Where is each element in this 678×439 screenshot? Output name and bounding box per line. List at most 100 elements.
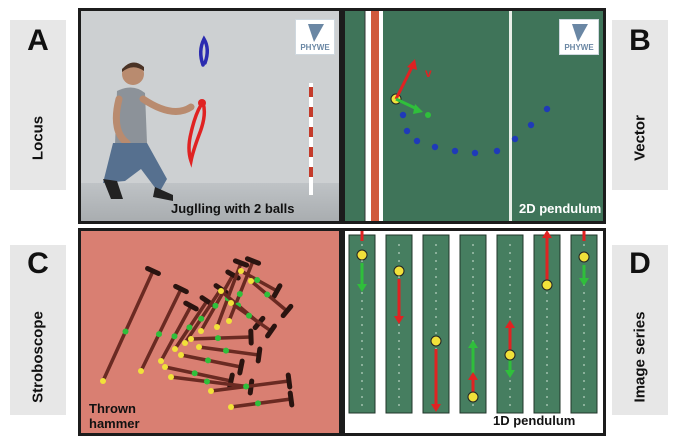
caption-hammer: hammer <box>89 416 140 431</box>
hammer-center-marker <box>122 328 129 335</box>
pendulum-ball <box>430 335 442 347</box>
phywe-logo-a: PHYWE <box>295 19 335 55</box>
panel-label-stroboscope: Stroboscope <box>29 311 47 403</box>
acceleration-arrow-head <box>579 278 589 286</box>
panel-stroboscope: Thrown hammer <box>78 228 342 436</box>
hammer-handle <box>159 304 193 363</box>
phywe-logo-text-b: PHYWE <box>564 43 594 52</box>
hammer-handle <box>183 287 223 345</box>
pendulum-ball <box>356 249 368 261</box>
image-series-illustration <box>348 231 598 414</box>
trajectory-dot <box>403 127 411 135</box>
hammer-handle <box>101 269 155 383</box>
side-tab-b: B Vector <box>612 20 668 190</box>
hammer-handle <box>163 365 233 383</box>
hammer-end-marker <box>208 388 214 394</box>
hammer-end-marker <box>228 300 234 306</box>
red-locus-trace <box>187 101 207 168</box>
hammer-end-marker <box>100 378 106 384</box>
trajectory-dot <box>399 111 407 119</box>
hammer-handle <box>215 261 243 329</box>
pendulum-ball <box>578 251 590 263</box>
hammer-handle <box>169 375 253 389</box>
hammer-center-marker <box>243 383 250 390</box>
hammer-center-marker <box>204 378 210 385</box>
hammer-handle <box>139 287 183 373</box>
acceleration-marker <box>425 112 431 118</box>
panel-locus: PHYWE Juglling with 2 balls <box>78 8 342 224</box>
velocity-arrow-head <box>394 316 404 324</box>
velocity-arrow-head <box>505 320 515 328</box>
trajectory-dot <box>451 147 459 155</box>
panel-letter-a: A <box>27 24 49 57</box>
hammer-handle <box>197 345 261 357</box>
acceleration-arrow-head <box>357 284 367 292</box>
hammer-end-marker <box>188 336 194 342</box>
hammer-handle <box>199 273 235 333</box>
hammer-end-marker <box>198 328 204 334</box>
trajectory-dot <box>413 137 421 145</box>
hammer-head <box>287 390 295 408</box>
trajectory-dot <box>543 105 551 113</box>
hammer-handle <box>189 335 253 341</box>
hammer-head <box>183 300 199 312</box>
stroboscope-illustration <box>81 231 339 433</box>
hammer-end-marker <box>178 352 184 358</box>
red-ball <box>198 99 206 107</box>
hammer-center-marker <box>223 347 229 354</box>
hammer-handle <box>227 259 255 323</box>
pendulum-ball <box>504 349 516 361</box>
hammer-handle <box>179 353 243 369</box>
side-tab-c: C Stroboscope <box>10 245 66 415</box>
hammer-end-marker <box>238 268 244 274</box>
hammer-end-marker <box>182 340 188 346</box>
pendulum-strip <box>422 234 450 414</box>
trajectory-dot <box>493 147 501 155</box>
velocity-arrow-head <box>407 59 417 70</box>
acceleration-arrow-head <box>505 370 515 378</box>
pendulum-ball <box>467 391 479 403</box>
panel-letter-d: D <box>629 247 651 280</box>
hammer-end-marker <box>248 278 254 284</box>
caption-2d-pendulum: 2D pendulum <box>519 201 602 216</box>
trajectory-dot <box>511 135 519 143</box>
hammer-end-marker <box>162 364 168 370</box>
panel-image-series: 1D pendulum <box>342 228 606 436</box>
pendulum-strip <box>348 234 376 414</box>
hammer-end-marker <box>158 358 164 364</box>
trajectory-dots <box>399 105 551 157</box>
phywe-logo-b: PHYWE <box>559 19 599 55</box>
hammer-head <box>232 258 250 268</box>
acceleration-arrow-head <box>468 340 478 348</box>
trajectory-dot <box>471 149 479 157</box>
pendulum-strips <box>348 231 598 414</box>
acceleration-arrow <box>395 97 418 111</box>
hammer-end-marker <box>168 374 174 380</box>
hammer-head <box>255 346 263 364</box>
hammer-head <box>145 266 161 276</box>
hammer-center-marker <box>215 335 221 342</box>
acceleration-arrow-head <box>413 104 423 114</box>
hammer-end-marker <box>228 404 234 410</box>
hammer-center-marker <box>186 324 193 331</box>
pendulum-ball <box>393 265 405 277</box>
blue-locus-trace <box>199 35 209 67</box>
trajectory-dot <box>431 143 439 151</box>
center-line <box>509 11 512 221</box>
hammer-end-marker <box>138 368 144 374</box>
velocity-arrow-head <box>542 231 552 238</box>
hammer-center-marker <box>171 333 178 340</box>
panel-label-vector: Vector <box>631 115 649 161</box>
hammer-end-marker <box>172 346 178 352</box>
hammer-images <box>100 256 295 410</box>
phywe-logo-text-a: PHYWE <box>300 43 330 52</box>
hammer-center-marker <box>254 277 261 283</box>
caption-1d-pendulum: 1D pendulum <box>493 413 576 428</box>
velocity-arrow <box>394 64 415 100</box>
side-tab-d: D Image series <box>612 245 668 415</box>
hammer-end-marker <box>226 318 232 324</box>
hammer-head <box>285 372 293 390</box>
velocity-label: v <box>425 66 432 80</box>
juggler-figure <box>103 62 195 201</box>
hammer-center-marker <box>236 291 243 297</box>
